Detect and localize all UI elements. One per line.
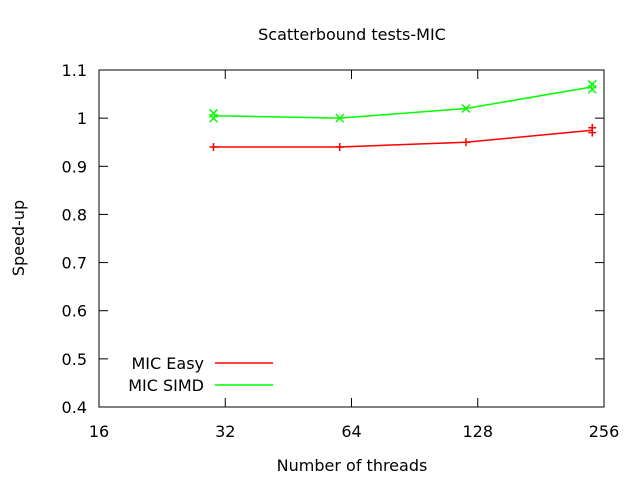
data-point (208, 108, 219, 118)
x-tick-label: 128 (462, 422, 493, 441)
series-line (213, 129, 593, 148)
y-tick-label: 0.9 (62, 157, 87, 176)
x-axis-ticks: 16 32 64 128 256 (89, 70, 619, 441)
y-tick-label: 0.6 (62, 302, 87, 321)
marker-stroke (335, 113, 345, 123)
y-tick-label: 0.4 (62, 398, 87, 417)
y-tick-label: 0.5 (62, 350, 87, 369)
legend-label: MIC SIMD (128, 376, 204, 395)
data-point (335, 143, 344, 152)
data-point (335, 113, 345, 123)
data-point (588, 123, 597, 132)
data-point (461, 138, 470, 147)
x-axis-label: Number of threads (277, 456, 428, 475)
marker-stroke (587, 79, 597, 89)
marker-stroke (208, 108, 219, 118)
y-tick-label: 1 (77, 109, 87, 128)
x-tick-label: 64 (341, 422, 361, 441)
series-line (213, 86, 593, 119)
legend: MIC Easy MIC SIMD (128, 354, 273, 395)
series-layer (208, 79, 597, 152)
data-point (461, 103, 471, 114)
y-tick-label: 1.1 (62, 61, 87, 80)
y-tick-label: 0.8 (62, 205, 87, 224)
marker-stroke (461, 103, 471, 114)
data-point (587, 79, 597, 89)
y-tick-label: 0.7 (62, 254, 87, 273)
x-tick-label: 32 (215, 422, 235, 441)
y-axis-label: Speed-up (9, 200, 28, 276)
y-axis-ticks: 0.4 0.5 0.6 0.7 0.8 0.9 1 1.1 (62, 61, 604, 417)
chart-title: Scatterbound tests-MIC (258, 25, 446, 44)
x-tick-label: 16 (89, 422, 109, 441)
x-tick-label: 256 (589, 422, 620, 441)
data-point (209, 143, 218, 152)
legend-label: MIC Easy (132, 354, 205, 373)
